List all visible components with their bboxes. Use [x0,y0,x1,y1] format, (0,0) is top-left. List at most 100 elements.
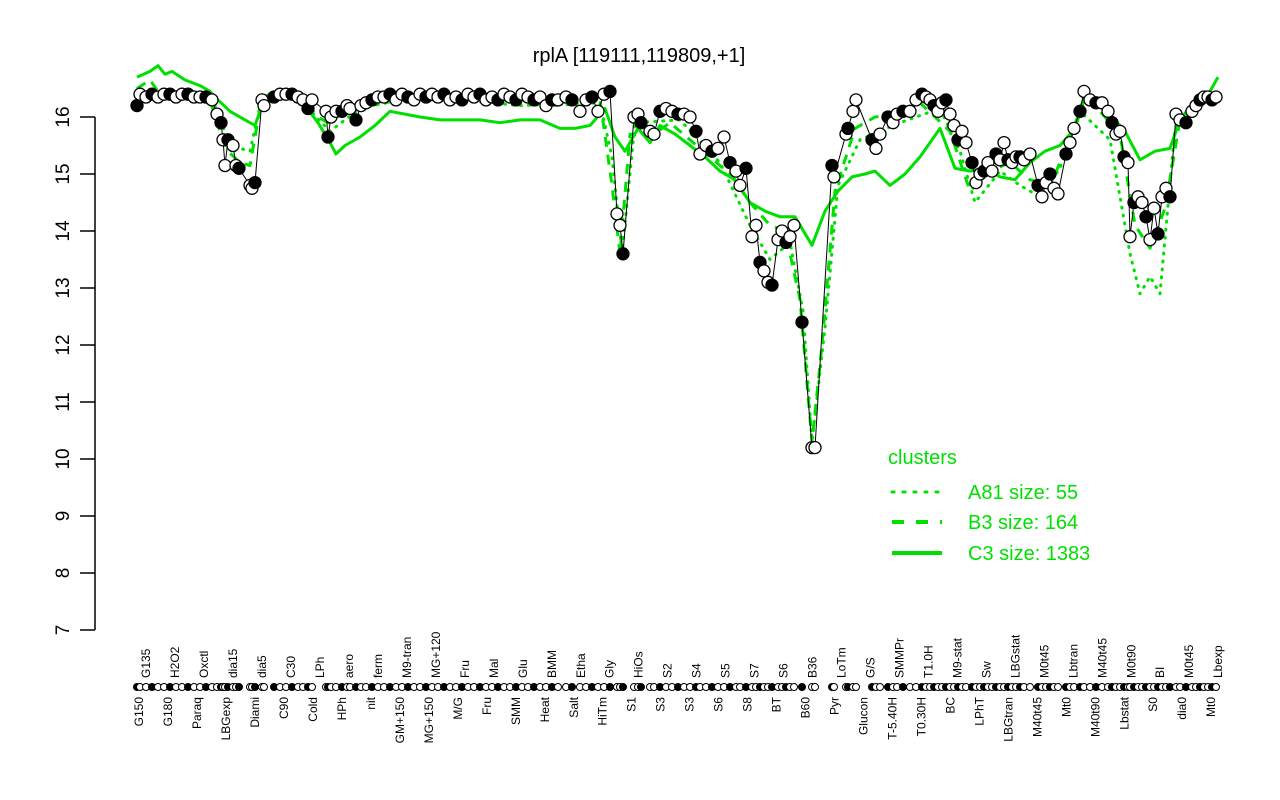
data-point [218,158,232,173]
x-rug-mark [637,683,645,691]
data-point [610,207,624,221]
x-tick-label: LoTm [835,647,849,678]
data-point [825,158,839,173]
x-tick-label: B36 [806,656,820,678]
x-rug-mark [606,683,614,691]
data-point [1163,190,1177,204]
data-point [965,155,979,170]
y-axis: 7 8 9 10 11 12 13 14 15 16 [53,106,96,636]
x-tick-label: S3 [683,697,697,712]
data-point [349,113,363,127]
data-point [1147,201,1161,215]
x-tick-label: Paraq [190,697,204,729]
expression-line [136,90,1217,449]
data-point [849,93,863,107]
x-axis-labels: G135 H2O2 Oxctl dia15 dia5 C30 LPh aero ferm M9-t… [132,631,1225,743]
data-point [613,218,627,232]
x-tick-label: S2 [661,663,675,678]
x-tick-label: S8 [741,697,755,712]
x-tick-label: BT [770,696,784,712]
x-tick-label: Glucon [856,697,870,735]
data-point [689,124,703,138]
x-tick-label: G180 [161,697,175,727]
data-point [765,278,779,292]
x-tick-label: G/S [863,657,877,678]
data-point [683,110,697,124]
x-tick-label: SMM [509,697,523,725]
x-tick-label: HiOs [632,651,646,678]
data-point [846,104,860,118]
x-tick-label: Diami [248,697,262,728]
y-tick-label: 15 [53,163,74,184]
data-point [997,135,1011,150]
data-point [869,141,883,156]
x-tick-label: Mt0 [1059,697,1073,717]
legend-entry-a81: A81 size: 55 [968,482,1078,504]
data-point [939,93,953,107]
x-tick-label: Glu [516,659,530,678]
x-tick-label: S6 [777,663,791,678]
x-tick-label: LPh [313,657,327,678]
legend: clusters A81 size: 55 B3 size: 164 C3 si… [888,447,1090,565]
y-tick-label: 11 [53,392,74,412]
data-point [585,90,599,104]
data-point [733,178,747,193]
data-point [959,135,973,150]
cluster-line-dashed [136,78,1219,444]
x-rug-mark [899,683,907,691]
legend-title: clusters [888,447,957,469]
data-point [226,138,240,153]
data-point [343,101,357,116]
data-point [757,264,771,278]
x-rug-mark [852,683,860,691]
data-point [1139,210,1153,224]
x-tick-label: LBGexp [219,697,233,741]
x-tick-label: S7 [748,663,762,678]
x-rug-mark [568,683,576,691]
x-tick-label: Pyr [828,697,842,715]
data-point [205,93,219,107]
x-tick-label: Salt [567,696,581,717]
data-point [321,130,335,144]
x-rug-mark [554,683,562,691]
data-point [1105,116,1119,130]
data-point [783,230,797,244]
y-tick-label: 16 [53,106,74,127]
x-tick-label: S5 [719,663,733,678]
x-tick-label: M0t90 [1124,644,1138,678]
data-point [1121,155,1135,170]
x-rug-mark [251,683,259,691]
data-point [903,104,917,118]
x-tick-label: Lbstat [1117,696,1131,729]
x-rug-mark [876,683,884,691]
x-tick-label: M40t45 [1030,697,1044,737]
x-tick-label: Mt0 [1204,697,1218,717]
x-rug-mark [235,683,243,691]
x-tick-label: M40t90 [1088,697,1102,737]
x-tick-label: BC [943,697,957,714]
x-tick-label: M9-tran [400,637,414,678]
data-point [248,175,262,190]
data-point [749,218,763,232]
data-point [1151,227,1165,241]
x-tick-label: Fru [480,697,494,715]
x-tick-label: ferm [371,654,385,678]
x-tick-label: Fru [458,660,472,678]
x-tick-label: T1.0H [921,645,935,678]
x-tick-label: Etha [574,653,588,678]
y-tick-label: 8 [53,568,74,579]
x-tick-label: S1 [625,697,639,712]
y-tick-label: 13 [53,277,74,298]
x-rug-mark [1212,683,1220,691]
x-tick-label: M/G [451,697,465,720]
x-tick-label: M0t45 [1182,644,1196,678]
x-rug-mark [1026,683,1034,691]
x-tick-label: T0.30H [914,697,928,736]
y-tick-label: 7 [53,625,74,636]
x-tick-label: B60 [799,697,813,719]
data-point [1113,124,1127,138]
x-tick-label: T-5.40H [885,697,899,740]
x-tick-label: BMM [545,650,559,678]
x-tick-label: M9-stat [950,637,964,678]
plot-area [130,64,1223,455]
